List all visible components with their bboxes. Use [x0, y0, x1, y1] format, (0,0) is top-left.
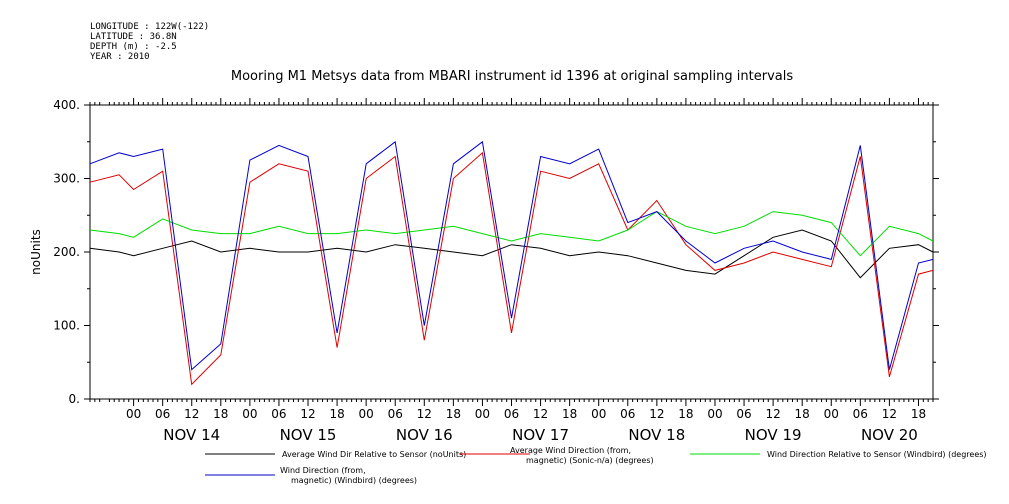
x-tick-label: 00	[475, 407, 490, 421]
year-text: YEAR : 2010	[90, 52, 150, 62]
series-line-2	[89, 211, 934, 257]
plot-area: 0. 100. 200. 300. 400. 00 06 12 18 00 06 12 18 00 06 1…	[53, 98, 939, 444]
x-tick-label: 12	[649, 407, 664, 421]
x-day-label: NOV 20	[861, 426, 918, 444]
x-day-label: NOV 15	[280, 426, 337, 444]
y-tick-label: 200.	[53, 245, 80, 259]
plot-frame	[89, 104, 934, 400]
x-tick-label: 18	[213, 407, 228, 421]
y-axis: 0. 100. 200. 300. 400.	[53, 98, 939, 406]
y-axis-label: noUnits	[29, 229, 43, 275]
y-tick-label: 0.	[69, 392, 80, 406]
x-day-label: NOV 18	[628, 426, 685, 444]
series-line-1	[89, 151, 934, 386]
x-tick-label: 18	[795, 407, 810, 421]
legend-label-blue-1: Wind Direction (from,	[280, 466, 366, 475]
x-tick-label: 12	[300, 407, 315, 421]
x-day-label: NOV 19	[745, 426, 802, 444]
legend-label-red-1: Average Wind Direction (from,	[510, 446, 631, 455]
y-tick-label: 300.	[53, 172, 80, 186]
x-day-label: NOV 16	[396, 426, 453, 444]
x-tick-label: 18	[446, 407, 461, 421]
x-tick-label: 18	[562, 407, 577, 421]
x-tick-label: 06	[853, 407, 868, 421]
legend-label-blue-2: magnetic) (Windbird) (degrees)	[291, 476, 417, 485]
legend: Average Wind Dir Relative to Sensor (noU…	[205, 446, 987, 485]
x-tick-label: 06	[620, 407, 635, 421]
legend-label-green: Wind Direction Relative to Sensor (Windb…	[767, 450, 987, 459]
x-tick-label: 12	[882, 407, 897, 421]
x-day-label: NOV 17	[512, 426, 569, 444]
x-tick-label: 00	[242, 407, 257, 421]
x-tick-label: 00	[707, 407, 722, 421]
x-tick-label: 00	[824, 407, 839, 421]
chart-title: Mooring M1 Metsys data from MBARI instru…	[231, 69, 793, 84]
longitude-text: LONGITUDE : 122W(-122)	[90, 22, 210, 32]
series-layer	[89, 140, 934, 386]
x-tick-label: 18	[678, 407, 693, 421]
series-line-0	[89, 229, 934, 279]
x-tick-label: 12	[184, 407, 199, 421]
series-line-3	[89, 140, 934, 371]
x-tick-label: 00	[126, 407, 141, 421]
x-day-label: NOV 14	[163, 426, 220, 444]
y-tick-label: 100.	[53, 319, 80, 333]
metadata-block: LONGITUDE : 122W(-122) LATITUDE : 36.8N …	[90, 22, 209, 62]
depth-text: DEPTH (m) : -2.5	[90, 42, 177, 52]
legend-label-red-2: magnetic) (Sonic-n/a) (degrees)	[526, 456, 654, 465]
x-tick-label: 12	[765, 407, 780, 421]
x-tick-label: 06	[504, 407, 519, 421]
x-tick-label: 06	[155, 407, 170, 421]
x-axis: 00 06 12 18 00 06 12 18 00 06 12 18 00 06 12 18 00 06 12 18…	[89, 98, 934, 444]
y-tick-label: 400.	[53, 98, 80, 112]
x-tick-label: 00	[591, 407, 606, 421]
x-tick-label: 00	[359, 407, 374, 421]
x-tick-label: 18	[911, 407, 926, 421]
legend-label-black: Average Wind Dir Relative to Sensor (noU…	[282, 450, 466, 459]
x-tick-label: 06	[736, 407, 751, 421]
x-tick-label: 06	[271, 407, 286, 421]
latitude-text: LATITUDE : 36.8N	[90, 32, 177, 42]
x-tick-label: 12	[533, 407, 548, 421]
x-tick-label: 12	[417, 407, 432, 421]
x-tick-label: 18	[329, 407, 344, 421]
x-tick-label: 06	[388, 407, 403, 421]
